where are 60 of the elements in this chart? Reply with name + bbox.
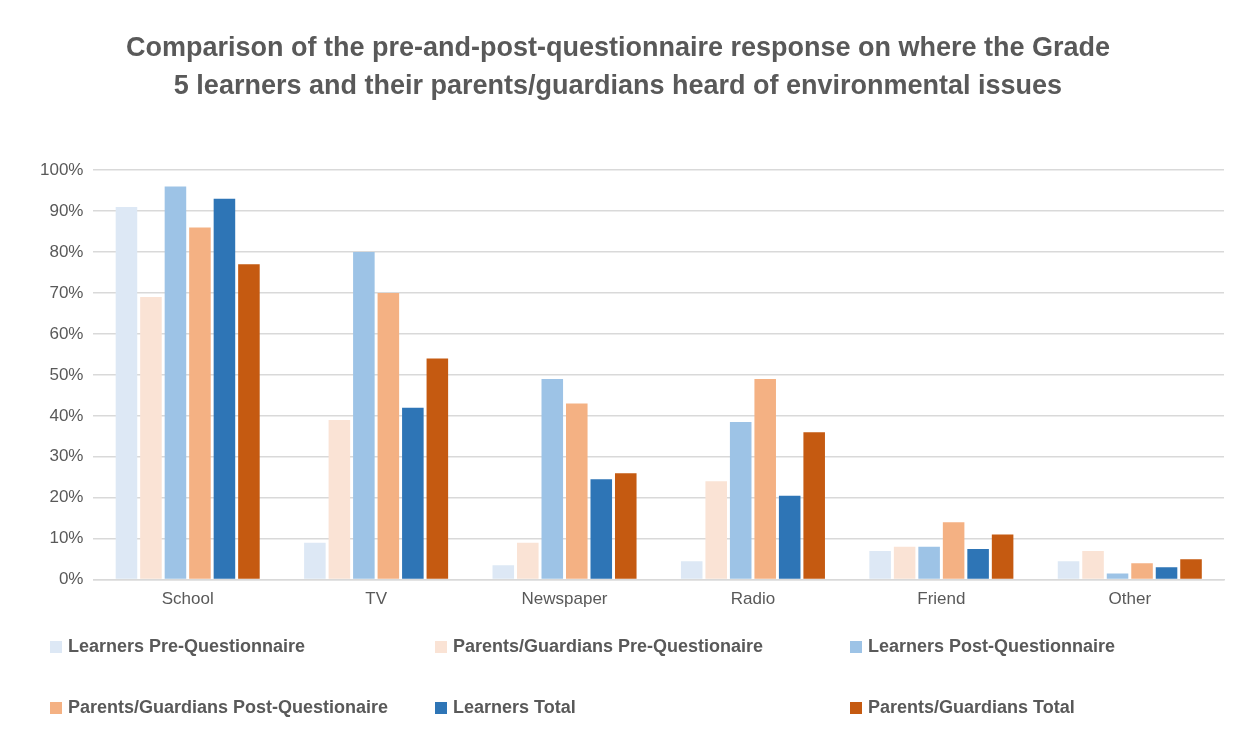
bar [590,479,613,579]
bar [967,548,989,579]
bar [189,227,211,579]
bar [402,407,424,579]
x-tick-label: Radio [730,589,776,609]
bar [566,403,588,579]
y-tick-label: 100% [40,159,84,179]
bar [869,550,891,579]
y-tick-label: 40% [49,405,84,425]
x-tick-label: Other [1108,589,1152,609]
bar [115,207,138,579]
x-tick-label: School [161,589,214,609]
bar [1180,559,1202,579]
y-tick-label: 10% [49,528,84,548]
legend-label: Learners Post-Questionnaire [868,636,1116,657]
bar [918,546,940,579]
bar [1057,561,1080,579]
bar [991,534,1014,579]
bar [492,565,515,579]
bar [238,264,260,579]
y-tick-label: 80% [49,241,84,261]
bar [614,473,637,579]
bar [778,495,801,579]
bar [754,378,776,579]
bar [680,561,703,579]
y-tick-label: 30% [49,446,84,466]
legend-label: Parents/Guardians Pre-Questionaire [453,636,764,657]
legend-label: Parents/Guardians Total [868,697,1075,718]
bar [541,378,564,579]
bar [893,546,916,579]
bar [729,421,752,579]
chart-title: Comparison of the pre-and-post-questionnaire response on where the Grade 5 learners and their parents/guardians heard of environmental issues [124,31,1112,102]
bar [426,358,449,579]
x-tick-label: Friend [917,589,966,609]
y-tick-label: 90% [49,200,84,220]
y-tick-label: 0% [58,569,84,589]
bar [140,297,162,579]
y-tick-label: 70% [49,282,84,302]
legend-label: Learners Total [453,697,576,718]
legend-label: Parents/Guardians Post-Questionaire [68,697,389,718]
x-tick-label: Newspaper [521,589,608,609]
y-tick-label: 50% [49,364,84,384]
bar [1106,573,1129,579]
bar [304,542,326,579]
bar [164,186,187,579]
bar [353,252,375,579]
bar [1082,550,1104,579]
bar [328,419,351,579]
bar [1155,567,1178,579]
bar [1131,563,1153,579]
x-tick-label: TV [365,589,388,609]
bar [377,293,400,579]
legend-label: Learners Pre-Questionnaire [68,636,306,657]
bar [517,542,539,579]
y-tick-label: 60% [49,323,84,343]
bar [942,522,965,579]
bar [213,198,236,579]
bar [705,481,727,579]
y-tick-label: 20% [49,487,84,507]
bar [803,432,825,579]
